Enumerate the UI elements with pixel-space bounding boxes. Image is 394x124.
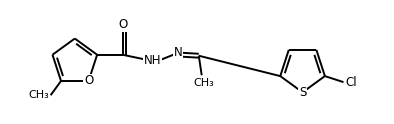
Text: O: O [118, 18, 127, 31]
Text: S: S [299, 86, 306, 99]
Text: NH: NH [144, 54, 162, 67]
Text: CH₃: CH₃ [193, 78, 214, 88]
Text: CH₃: CH₃ [28, 90, 49, 100]
Text: N: N [174, 46, 183, 59]
Text: Cl: Cl [346, 76, 357, 89]
Text: O: O [84, 75, 93, 87]
